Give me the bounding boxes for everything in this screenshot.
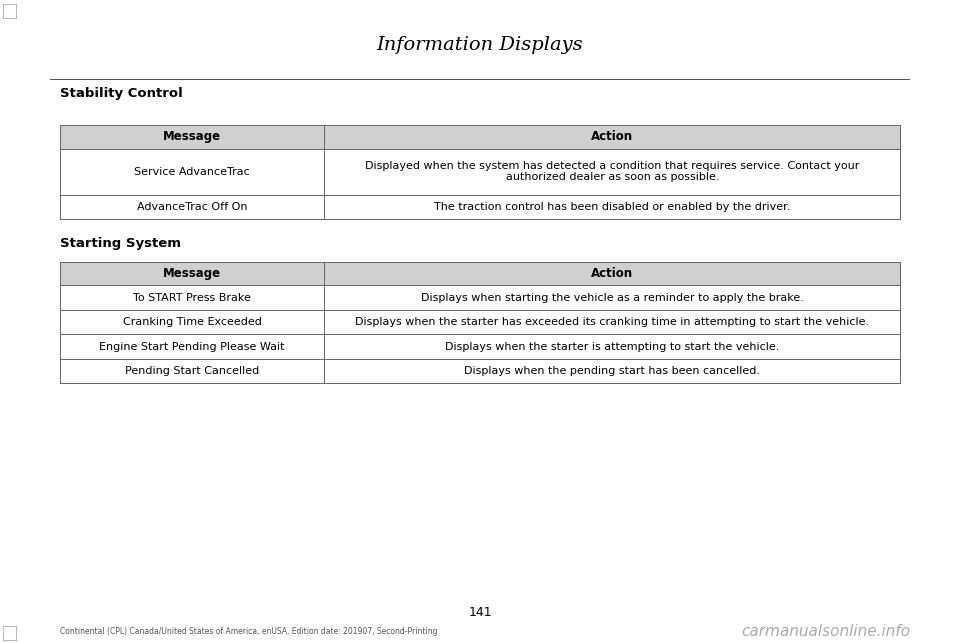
Text: Service AdvanceTrac: Service AdvanceTrac	[134, 167, 250, 177]
Text: Displays when the starter has exceeded its cranking time in attempting to start : Displays when the starter has exceeded i…	[355, 317, 870, 327]
Text: Engine Start Pending Please Wait: Engine Start Pending Please Wait	[99, 341, 285, 352]
Text: Message: Message	[163, 267, 221, 280]
Text: carmanualsonline.info: carmanualsonline.info	[741, 624, 910, 639]
Text: Cranking Time Exceeded: Cranking Time Exceeded	[123, 317, 261, 327]
Text: Displays when starting the vehicle as a reminder to apply the brake.: Displays when starting the vehicle as a …	[421, 293, 804, 303]
Text: Starting System: Starting System	[60, 237, 180, 249]
Text: Message: Message	[163, 131, 221, 143]
Text: Stability Control: Stability Control	[60, 87, 182, 100]
Text: Displays when the pending start has been cancelled.: Displays when the pending start has been…	[465, 366, 760, 376]
Text: Displays when the starter is attempting to start the vehicle.: Displays when the starter is attempting …	[445, 341, 780, 352]
Text: AdvanceTrac Off On: AdvanceTrac Off On	[136, 202, 248, 212]
Text: 141: 141	[468, 606, 492, 619]
Text: Action: Action	[591, 131, 634, 143]
Text: The traction control has been disabled or enabled by the driver.: The traction control has been disabled o…	[434, 202, 791, 212]
Text: Action: Action	[591, 267, 634, 280]
Text: Continental (CPL) Canada/United States of America, enUSA, Edition date: 201907, : Continental (CPL) Canada/United States o…	[60, 627, 437, 636]
Text: Pending Start Cancelled: Pending Start Cancelled	[125, 366, 259, 376]
Text: Displayed when the system has detected a condition that requires service. Contac: Displayed when the system has detected a…	[365, 161, 859, 183]
Text: To START Press Brake: To START Press Brake	[133, 293, 251, 303]
Text: Information Displays: Information Displays	[376, 36, 584, 54]
